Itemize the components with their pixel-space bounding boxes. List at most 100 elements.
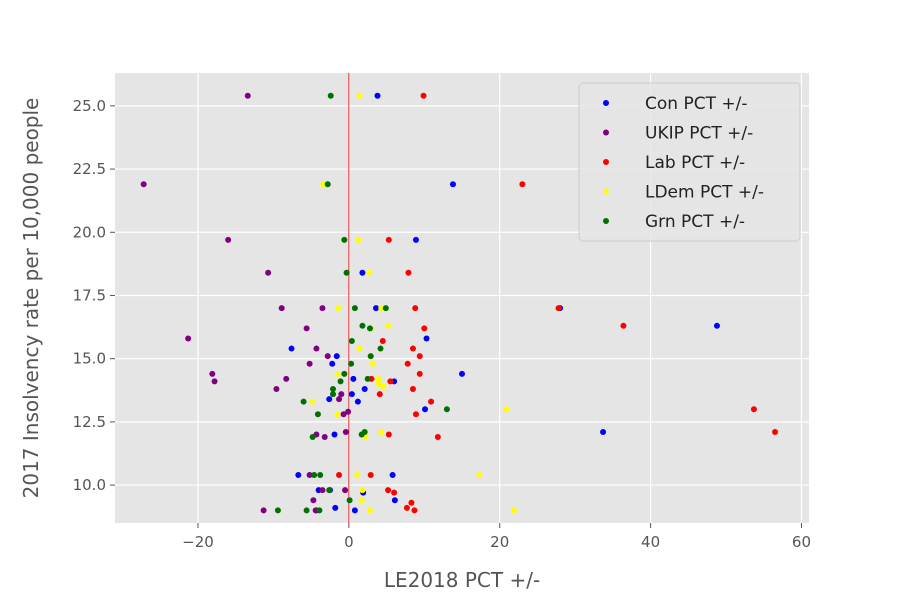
data-point <box>412 411 419 418</box>
data-point <box>511 507 518 514</box>
data-point <box>354 471 361 478</box>
data-point <box>459 370 465 377</box>
data-point <box>420 92 427 99</box>
series-4 <box>274 92 450 514</box>
data-point <box>359 269 366 276</box>
data-point <box>348 360 355 367</box>
data-point <box>260 507 267 514</box>
legend-box <box>578 82 801 242</box>
y-tick-label: 15.0 <box>73 350 106 368</box>
data-point <box>713 322 720 329</box>
y-tick-label: 25.0 <box>73 97 106 115</box>
data-point <box>288 345 295 352</box>
data-point <box>326 487 333 494</box>
legend-entries: Con PCT +/- UKIP PCT +/- Lab PCT +/- LDem P… <box>603 94 764 232</box>
data-point <box>340 411 347 418</box>
legend-label: LDem PCT +/- <box>645 183 764 203</box>
data-point <box>412 236 419 243</box>
data-point <box>359 487 366 494</box>
data-point <box>341 236 348 243</box>
data-point <box>346 497 353 504</box>
data-point <box>434 434 441 441</box>
data-point <box>358 431 365 438</box>
data-point <box>359 322 366 329</box>
data-point <box>620 322 627 329</box>
data-point <box>265 269 272 276</box>
x-tick-label: 40 <box>641 533 660 551</box>
y-tick-label: 12.5 <box>73 413 106 431</box>
data-point <box>316 507 323 514</box>
legend-label: Grn PCT +/- <box>645 212 745 232</box>
data-points <box>140 92 779 514</box>
data-point <box>244 92 251 99</box>
data-point <box>314 411 321 418</box>
x-axis-ticks: −20 0 20 40 60 <box>182 523 811 551</box>
legend-label: Con PCT +/- <box>645 94 747 114</box>
data-point <box>324 181 331 188</box>
data-point <box>750 406 757 413</box>
data-point <box>185 335 192 342</box>
data-point <box>330 391 337 398</box>
legend-marker <box>603 129 609 136</box>
data-point <box>342 487 349 494</box>
data-point <box>405 269 412 276</box>
data-point <box>308 398 315 405</box>
data-point <box>336 471 343 478</box>
data-point <box>409 345 416 352</box>
data-point <box>303 507 310 514</box>
data-point <box>356 92 363 99</box>
data-point <box>391 489 398 496</box>
data-point <box>342 428 349 435</box>
legend-label: Lab PCT +/- <box>645 153 745 173</box>
data-point <box>411 507 418 514</box>
data-point <box>519 181 526 188</box>
data-point <box>380 383 387 390</box>
legend-marker <box>603 100 609 106</box>
data-point <box>600 428 607 435</box>
data-point <box>354 398 361 405</box>
data-point <box>423 335 430 342</box>
legend: Con PCT +/- UKIP PCT +/- Lab PCT +/- LDem P… <box>578 82 801 242</box>
data-point <box>295 471 302 478</box>
data-point <box>379 337 386 344</box>
data-point <box>313 345 320 352</box>
data-point <box>385 236 392 243</box>
data-point <box>443 406 450 413</box>
data-point <box>364 375 371 382</box>
data-point <box>373 305 380 312</box>
y-tick-label: 22.5 <box>73 160 106 178</box>
data-point <box>209 370 216 377</box>
data-point <box>333 353 340 360</box>
data-point <box>355 236 362 243</box>
data-point <box>416 370 423 377</box>
data-point <box>338 391 345 398</box>
data-point <box>306 360 313 367</box>
data-point <box>274 507 281 514</box>
data-point <box>329 360 336 367</box>
data-point <box>375 375 382 382</box>
data-point <box>283 375 290 382</box>
data-point <box>385 322 392 329</box>
data-point <box>387 378 394 385</box>
data-point <box>350 375 357 382</box>
data-point <box>317 471 324 478</box>
x-tick-label: 0 <box>344 533 354 551</box>
data-point <box>404 360 411 367</box>
series-1 <box>140 92 352 514</box>
data-point <box>772 428 779 435</box>
data-point <box>366 269 373 276</box>
data-point <box>341 370 348 377</box>
data-point <box>377 345 384 352</box>
data-point <box>300 398 307 405</box>
data-point <box>337 378 344 385</box>
data-point <box>449 181 456 188</box>
data-point <box>358 497 365 504</box>
y-tick-label: 17.5 <box>73 286 106 304</box>
legend-marker <box>603 159 609 165</box>
data-point <box>366 325 373 332</box>
data-point <box>361 386 368 393</box>
data-point <box>348 337 355 344</box>
data-point <box>324 353 331 360</box>
data-point <box>225 236 232 243</box>
